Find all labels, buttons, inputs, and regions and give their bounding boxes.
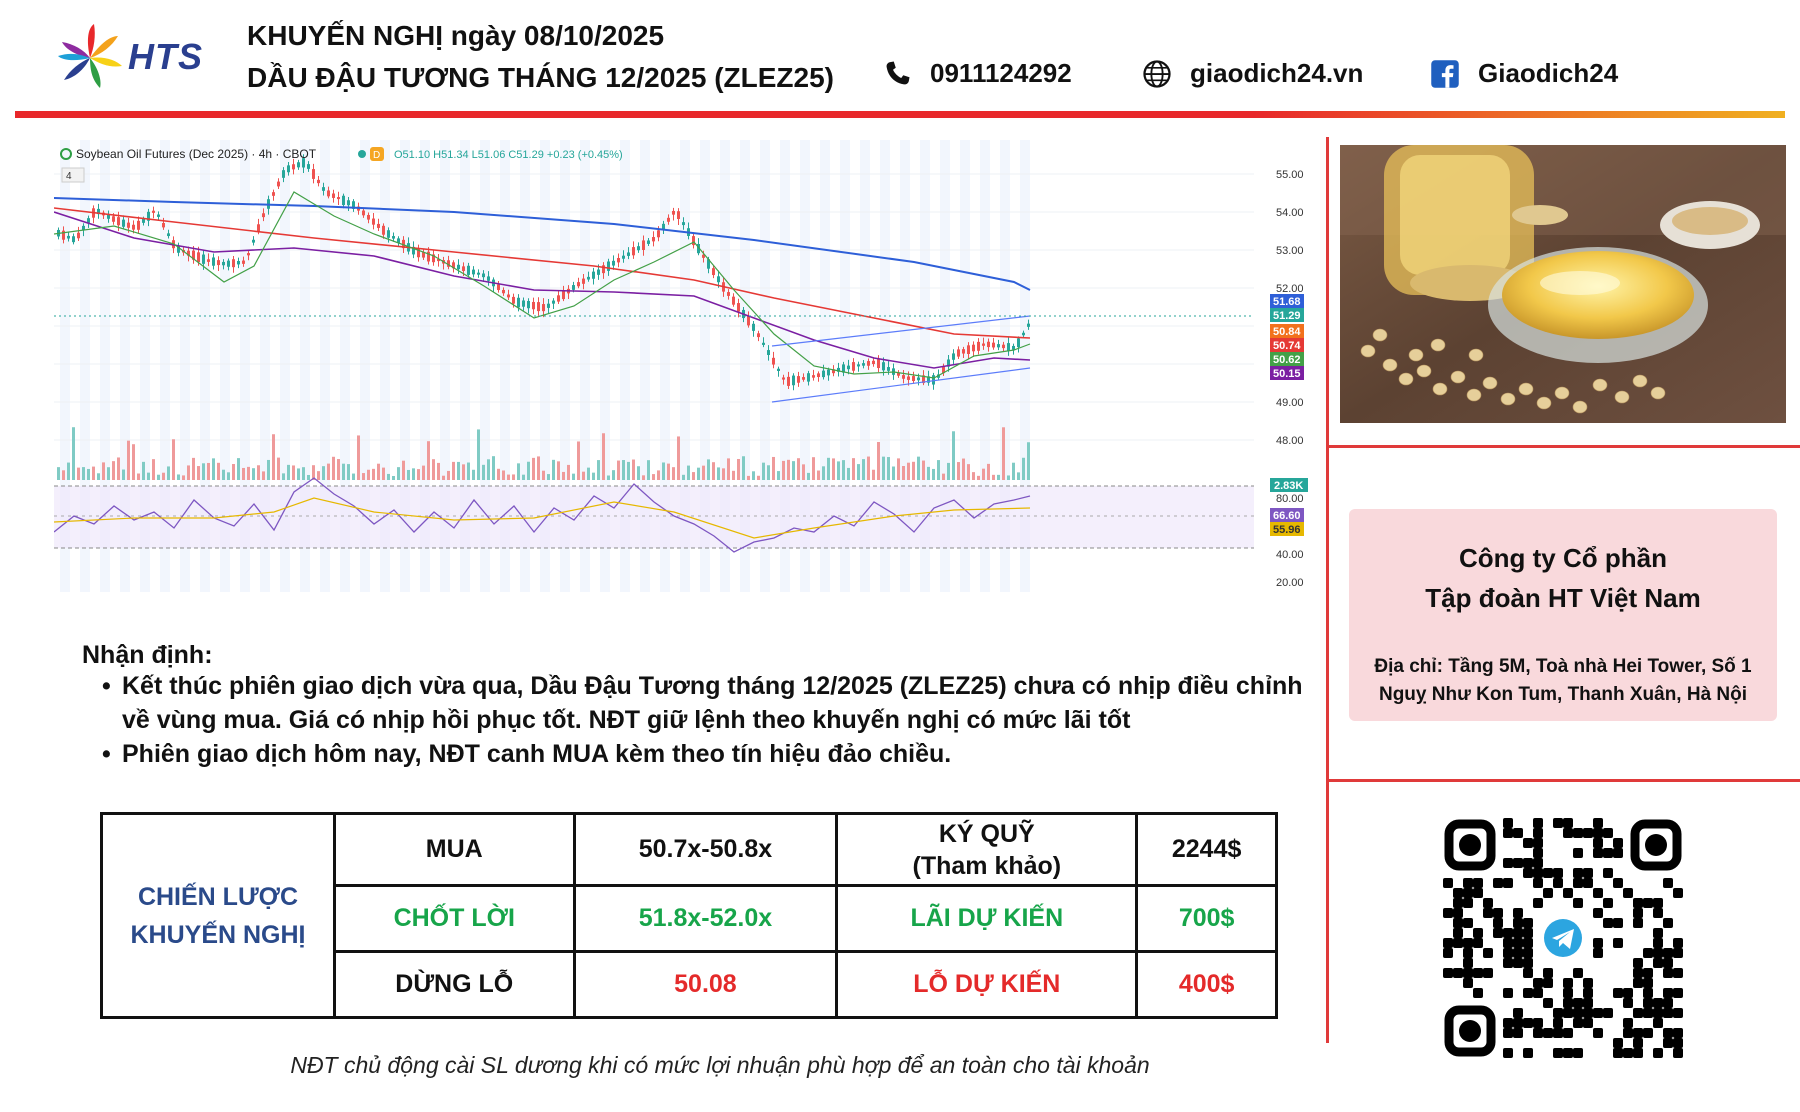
expected-loss-value: 400$: [1135, 950, 1278, 1019]
svg-text:52.00: 52.00: [1276, 283, 1304, 295]
channel-top: [771, 315, 1031, 347]
strategy-table: CHIẾN LƯỢC KHUYẾN NGHỊ MUA 50.7x-50.8x K…: [100, 812, 1278, 1019]
footer-note: NĐT chủ động cài SL dương khi có mức lợi…: [290, 1052, 1150, 1078]
ma-20-line: [53, 191, 1031, 379]
soybean-oil-photo: [1340, 145, 1786, 423]
margin-label: KÝ QUỸ (Tham khảo): [835, 812, 1139, 887]
rsi-ma-line: [53, 497, 1031, 539]
header-divider: [15, 111, 1785, 118]
rsi-band: [54, 486, 1254, 548]
margin-label-line2: (Tham khảo): [912, 851, 1062, 880]
svg-text:49.00: 49.00: [1276, 397, 1304, 409]
right-panel-divider: [1326, 137, 1329, 1043]
facebook-icon: [1431, 59, 1459, 88]
channel-bottom: [771, 367, 1031, 403]
stop-loss-value: 50.08: [572, 950, 839, 1019]
flower-logo-icon: [58, 24, 122, 88]
right-panel-separator: [1326, 779, 1800, 782]
svg-text:54.00: 54.00: [1276, 207, 1304, 219]
svg-text:48.00: 48.00: [1276, 435, 1304, 447]
chart-ohlc: O51.10 H51.34 L51.06 C51.29 +0.23 (+0.45…: [394, 149, 623, 161]
buy-range: 50.7x-50.8x: [572, 812, 839, 887]
company-name-line2: Tập đoàn HT Việt Nam: [1425, 583, 1701, 613]
company-card: Công ty Cổ phần Tập đoàn HT Việt Nam Địa…: [1349, 509, 1777, 721]
ma-200-line: [53, 197, 1031, 291]
margin-value: 2244$: [1135, 812, 1278, 887]
ma-100-line: [53, 207, 1031, 339]
telegram-qr-code[interactable]: [1443, 818, 1683, 1058]
expected-profit-label: LÃI DỰ KIẾN: [835, 884, 1139, 953]
svg-text:50.15: 50.15: [1273, 368, 1301, 380]
ma-50-line: [53, 211, 1031, 369]
facebook-page[interactable]: Giaodich24: [1478, 58, 1619, 88]
analysis-list: Kết thúc phiên giao dịch vừa qua, Dầu Đậ…: [102, 669, 1322, 771]
page-title: KHUYẾN NGHỊ ngày 08/10/2025: [247, 20, 665, 51]
svg-text:51.68: 51.68: [1273, 296, 1301, 308]
analysis-bullet: Phiên giao dịch hôm nay, NĐT canh MUA kè…: [102, 737, 1322, 771]
svg-text:55.96: 55.96: [1273, 524, 1301, 536]
analysis-bullet: Kết thúc phiên giao dịch vừa qua, Dầu Đậ…: [102, 669, 1322, 737]
interval-badge: 4: [66, 171, 72, 182]
price-chart-svg: 55.00 54.00 53.00 52.00 49.00 48.00 80.00 40.00…: [53, 140, 1312, 592]
svg-text:66.60: 66.60: [1273, 510, 1301, 522]
hts-logo: HTS: [58, 22, 208, 94]
stop-loss-label: DỪNG LỖ: [333, 950, 576, 1019]
strategy-label-line2: KHUYẾN NGHỊ: [130, 920, 306, 949]
svg-text:53.00: 53.00: [1276, 245, 1304, 257]
svg-text:55.00: 55.00: [1276, 169, 1304, 181]
company-address: Địa chỉ: Tầng 5M, Toà nhà Hei Tower, Số …: [1374, 656, 1752, 705]
strategy-label: CHIẾN LƯỢC KHUYẾN NGHỊ: [100, 812, 336, 1019]
svg-text:80.00: 80.00: [1276, 493, 1304, 505]
header: HTS KHUYẾN NGHỊ ngày 08/10/2025 DẦU ĐẬU …: [0, 0, 1800, 118]
phone-icon: [886, 61, 910, 84]
page-subtitle: DẦU ĐẬU TƯƠNG THÁNG 12/2025 (ZLEZ25): [247, 62, 834, 93]
take-profit-range: 51.8x-52.0x: [572, 884, 839, 953]
take-profit-label: CHỐT LỜI: [333, 884, 576, 953]
expected-profit-value: 700$: [1135, 884, 1278, 953]
price-chart: 55.00 54.00 53.00 52.00 49.00 48.00 80.00 40.00…: [53, 140, 1312, 592]
right-panel-separator: [1326, 445, 1800, 448]
website-link[interactable]: giaodich24.vn: [1190, 58, 1364, 88]
phone-number: 0911124292: [930, 58, 1072, 88]
rsi-line: [53, 477, 1031, 553]
svg-text:51.29: 51.29: [1273, 310, 1301, 322]
telegram-icon: [1539, 914, 1587, 962]
svg-text:D: D: [373, 150, 380, 161]
svg-text:40.00: 40.00: [1276, 549, 1304, 561]
chart-header: Soybean Oil Futures (Dec 2025) · 4h · CB…: [76, 147, 317, 161]
margin-label-line1: KÝ QUỸ: [938, 819, 1035, 848]
svg-text:20.00: 20.00: [1276, 577, 1304, 589]
svg-text:2.83K: 2.83K: [1274, 480, 1303, 492]
expected-loss-label: LỖ DỰ KIẾN: [835, 950, 1139, 1019]
svg-text:50.84: 50.84: [1273, 326, 1301, 338]
svg-text:50.62: 50.62: [1273, 354, 1301, 366]
company-name-line1: Công ty Cổ phần: [1459, 543, 1667, 573]
strategy-label-line1: CHIẾN LƯỢC: [137, 882, 299, 911]
brand-name: HTS: [128, 36, 203, 77]
svg-text:50.74: 50.74: [1273, 340, 1301, 352]
analysis-heading: Nhận định:: [82, 641, 213, 669]
symbol-status-icon: [60, 148, 72, 160]
phone-contact[interactable]: 0911124292: [882, 58, 1072, 89]
buy-label: MUA: [333, 812, 576, 887]
facebook-contact[interactable]: Giaodich24: [1430, 58, 1618, 89]
website-contact[interactable]: giaodich24.vn: [1142, 58, 1363, 89]
globe-icon: [1143, 59, 1171, 88]
